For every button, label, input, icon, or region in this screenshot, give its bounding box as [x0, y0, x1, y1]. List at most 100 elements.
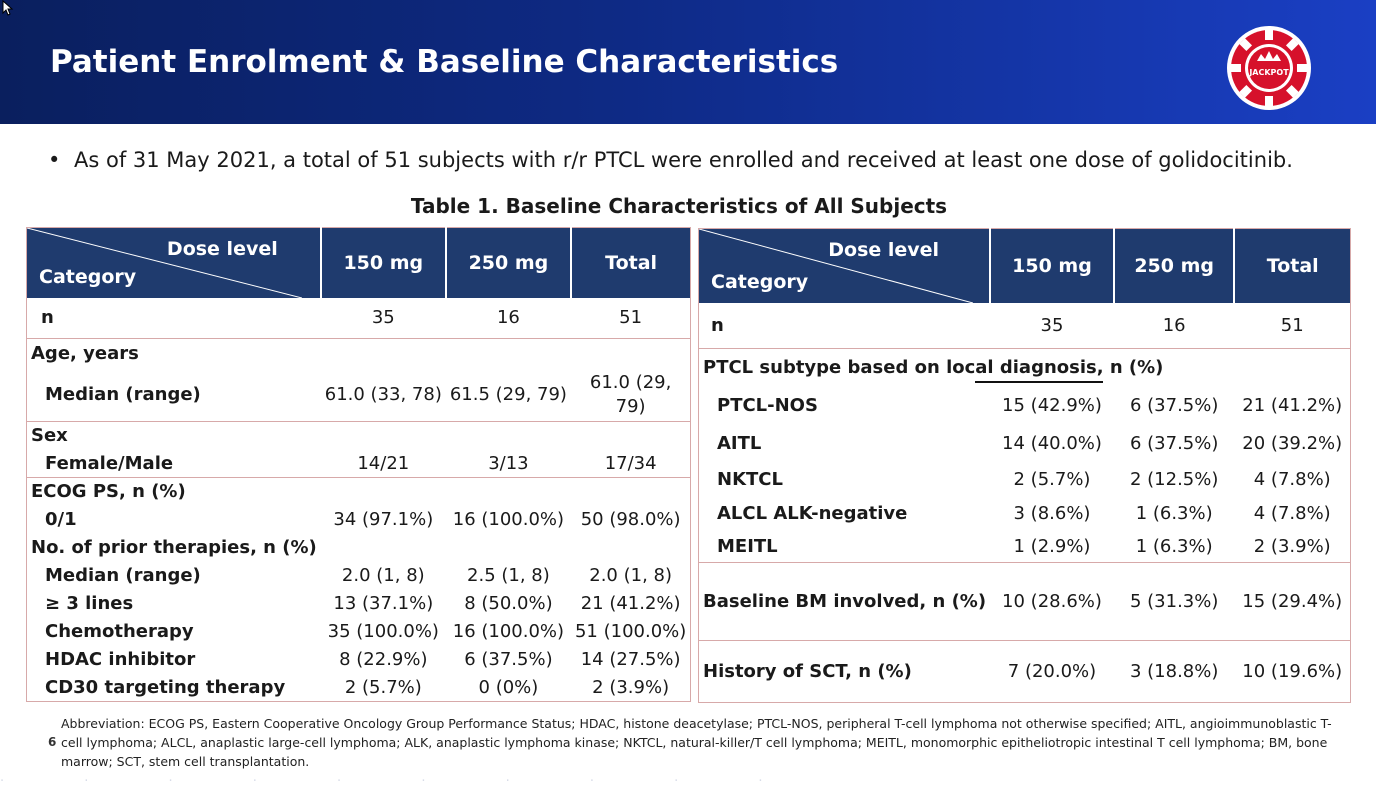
cell-total: 15 (29.4%): [1234, 562, 1351, 641]
cell-250mg: 5 (31.3%): [1113, 562, 1235, 641]
table-row: History of SCT, n (%) 7 (20.0%) 3 (18.8%…: [698, 640, 1351, 703]
row-label: History of SCT, n (%): [698, 640, 991, 703]
cell-250mg: 1 (6.3%): [1135, 503, 1213, 524]
cell-150mg: 35: [371, 307, 395, 329]
table-row: PTCL subtype based on local diagnosis, n…: [698, 348, 1351, 387]
table-row: Sex: [26, 421, 691, 450]
header-250mg: 250 mg: [445, 227, 572, 298]
cell-250mg: 6 (37.5%): [464, 649, 553, 670]
table-row: PTCL-NOS 15 (42.9%) 6 (37.5%) 21 (41.2%): [699, 387, 1351, 425]
row-label: n: [711, 314, 724, 336]
table-row: n 35 16 51: [27, 298, 691, 339]
bullet-text: As of 31 May 2021, a total of 51 subject…: [74, 148, 1293, 172]
row-label: 0/1: [45, 509, 77, 530]
table-row: Chemotherapy 35 (100.0%) 16 (100.0%) 51 …: [27, 618, 691, 646]
cell-250mg: 1 (6.3%): [1135, 535, 1213, 557]
intro-bullet: • As of 31 May 2021, a total of 51 subjec…: [48, 148, 1293, 172]
slide-header: Patient Enrolment & Baseline Characteris…: [0, 0, 1376, 124]
jackpot-logo-icon: JACKPOT: [1227, 26, 1311, 110]
cell-150mg: 61.0 (33, 78): [324, 384, 442, 406]
row-label: Median (range): [45, 565, 201, 586]
table-row: ECOG PS, n (%): [26, 477, 691, 506]
cell-150mg: 14 (40.0%): [1002, 433, 1102, 454]
bullet-dot: •: [48, 148, 61, 172]
cell-total: 20 (39.2%): [1242, 433, 1343, 454]
cell-total: 2.0 (1, 8): [589, 565, 672, 586]
cell-150mg: 13 (37.1%): [333, 593, 434, 614]
table-row: MEITL 1 (2.9%) 1 (6.3%) 2 (3.9%): [699, 531, 1351, 563]
table-row: Female/Male 14/21 3/13 17/34: [27, 450, 691, 478]
cell-150mg: 8 (22.9%): [339, 649, 428, 670]
table-row: Median (range) 2.0 (1, 8) 2.5 (1, 8) 2.0…: [27, 562, 691, 590]
cell-total: 17/34: [604, 452, 657, 474]
cell-150mg: 35 (100.0%): [327, 621, 439, 642]
header-total: Total: [570, 227, 691, 298]
underline-mark: [975, 381, 1103, 383]
mouse-cursor-icon: [2, 0, 14, 16]
cell-150mg: 2 (5.7%): [344, 676, 422, 698]
cell-250mg: 2.5 (1, 8): [467, 565, 550, 586]
row-label: MEITL: [717, 535, 778, 557]
cell-total: 21 (41.2%): [1242, 395, 1343, 416]
cell-150mg: 14/21: [357, 452, 410, 474]
cell-total: 51: [1280, 314, 1304, 336]
cell-total: 10 (19.6%): [1234, 640, 1351, 703]
baseline-table-left: Dose level Category 150 mg 250 mg Total …: [26, 227, 692, 702]
cell-250mg: 2 (12.5%): [1129, 469, 1219, 490]
row-label: Chemotherapy: [45, 621, 194, 642]
cell-150mg: 35: [1040, 314, 1064, 336]
header-250mg: 250 mg: [1113, 228, 1236, 303]
cell-150mg: 2 (5.7%): [1013, 469, 1091, 490]
table-row: No. of prior therapies, n (%): [27, 534, 691, 562]
cell-150mg: 34 (97.1%): [333, 509, 434, 530]
cell-250mg: 16: [496, 307, 520, 329]
section-label: Age, years: [26, 338, 321, 369]
abbreviation-footnote: Abbreviation: ECOG PS, Eastern Cooperati…: [61, 716, 1332, 769]
section-label: Sex: [26, 421, 321, 450]
svg-text:JACKPOT: JACKPOT: [1248, 68, 1289, 77]
table-row: CD30 targeting therapy 2 (5.7%) 0 (0%) 2…: [27, 674, 691, 702]
cell-250mg: 6 (37.5%): [1129, 433, 1219, 454]
row-label: ≥ 3 lines: [45, 593, 134, 614]
cell-total: 61.0 (29, 79): [589, 371, 672, 417]
cell-total: 2 (3.9%): [1253, 535, 1331, 557]
header-150mg: 150 mg: [990, 228, 1115, 303]
diagonal-divider: [699, 229, 973, 303]
cell-150mg: 3 (8.6%): [1013, 503, 1091, 524]
row-label: PTCL-NOS: [717, 395, 818, 416]
table-row: Baseline BM involved, n (%) 10 (28.6%) 5…: [698, 562, 1351, 641]
cell-total: 51 (100.0%): [574, 621, 687, 642]
cell-250mg: 16: [1162, 314, 1186, 336]
table-row: Age, years: [26, 338, 691, 369]
diagonal-divider: [27, 228, 302, 298]
baseline-table-right: Dose level Category 150 mg 250 mg Total …: [698, 228, 1351, 703]
header-category-dose: Dose level Category: [26, 227, 322, 298]
header-dose-level: Dose level: [828, 239, 940, 261]
row-label: AITL: [717, 433, 762, 454]
row-label: NKTCL: [717, 469, 783, 490]
row-label: HDAC inhibitor: [45, 649, 196, 670]
cell-250mg: 0 (0%): [478, 676, 539, 698]
slide-number: 6: [48, 735, 57, 749]
cell-total: 4 (7.8%): [1253, 503, 1331, 524]
section-label: No. of prior therapies, n (%): [31, 537, 317, 558]
table-row: Median (range) 61.0 (33, 78) 61.5 (29, 7…: [27, 369, 691, 422]
table-title: Table 1. Baseline Characteristics of All…: [410, 194, 948, 218]
section-label: PTCL subtype based on local diagnosis, n…: [698, 348, 1351, 387]
cell-150mg: 7 (20.0%): [990, 640, 1114, 703]
row-label: Median (range): [45, 384, 201, 406]
cell-250mg: 3/13: [488, 452, 529, 474]
header-category-dose: Dose level Category: [698, 228, 992, 303]
cell-150mg: 15 (42.9%): [1002, 395, 1102, 416]
cell-250mg: 8 (50.0%): [464, 593, 553, 614]
header-total: Total: [1234, 228, 1351, 303]
cell-150mg: 2.0 (1, 8): [341, 565, 425, 586]
header-dose-level: Dose level: [166, 238, 278, 260]
table-row: NKTCL 2 (5.7%) 2 (12.5%) 4 (7.8%): [699, 463, 1351, 497]
row-label: n: [41, 307, 54, 329]
table-row: 0/1 34 (97.1%) 16 (100.0%) 50 (98.0%): [27, 506, 691, 534]
cell-total: 2 (3.9%): [592, 676, 670, 698]
cell-250mg: 61.5 (29, 79): [449, 384, 567, 406]
cell-250mg: 6 (37.5%): [1129, 395, 1219, 416]
cell-150mg: 1 (2.9%): [1013, 535, 1091, 557]
